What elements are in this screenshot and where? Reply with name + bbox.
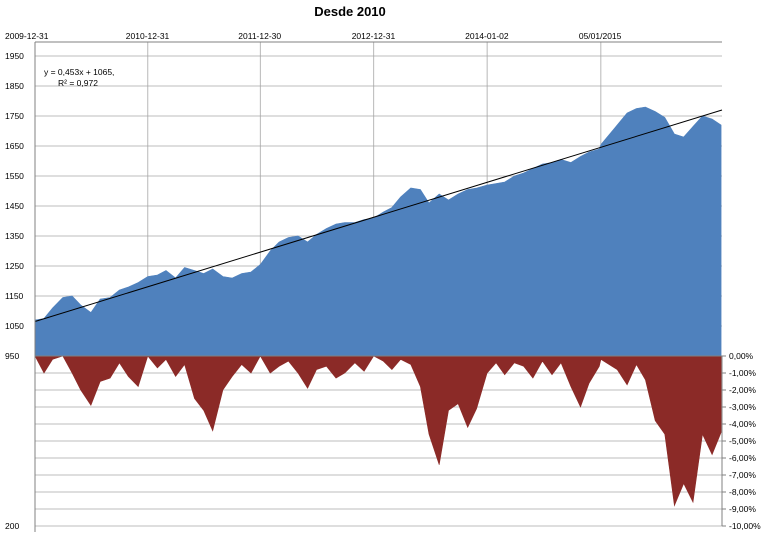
trendline: [34, 109, 723, 322]
y-tick-label-left: 1850: [5, 81, 24, 91]
y-tick-label-left: 950: [5, 351, 19, 361]
y-tick-label-right: -2,00%: [729, 385, 756, 395]
x-tick-label-top: 2009-12-31: [5, 31, 49, 41]
chart-title: Desde 2010: [314, 4, 386, 19]
y-tick-label-left: 1150: [5, 291, 24, 301]
y-tick-label-right: -10,00%: [729, 521, 761, 531]
y-tick-label-left: 1750: [5, 111, 24, 121]
y-tick-label-left: 1350: [5, 231, 24, 241]
price-area: [34, 106, 722, 357]
y-tick-label-right: -1,00%: [729, 368, 756, 378]
y-tick-label-left: 1050: [5, 321, 24, 331]
tick-labels: 200 950 1050 1150 1250 1350 1450 1550 1650 1750 18…: [5, 31, 761, 531]
y-tick-label-right: 0,00%: [729, 351, 754, 361]
y-tick-label-left: 200: [5, 521, 19, 531]
y-tick-label-right: -6,00%: [729, 453, 756, 463]
y-tick-label-right: -4,00%: [729, 419, 756, 429]
y-tick-label-left: 1950: [5, 51, 24, 61]
x-tick-label-top: 2011-12-30: [238, 31, 281, 41]
x-tick-label-top: 05/01/2015: [579, 31, 622, 41]
y-tick-label-right: -8,00%: [729, 487, 756, 497]
drawdown-area: [34, 355, 722, 507]
y-tick-label-left: 1450: [5, 201, 24, 211]
trendline-equation: y = 0,453x + 1065,: [44, 67, 114, 77]
trendline-annotation: y = 0,453x + 1065, R² = 0,972: [44, 67, 114, 88]
plot-areas: [34, 106, 723, 507]
y-tick-label-left: 1250: [5, 261, 24, 271]
y-tick-label-left: 1550: [5, 171, 24, 181]
trendline-r-squared: R² = 0,972: [58, 78, 98, 88]
y-tick-label-right: -3,00%: [729, 402, 756, 412]
y-tick-label-right: -7,00%: [729, 470, 756, 480]
y-tick-label-left: 1650: [5, 141, 24, 151]
x-tick-label-top: 2014-01-02: [465, 31, 509, 41]
axes: [34, 41, 726, 532]
y-tick-label-right: -5,00%: [729, 436, 756, 446]
x-tick-label-top: 2012-12-31: [352, 31, 396, 41]
y-tick-label-right: -9,00%: [729, 504, 756, 514]
x-tick-label-top: 2010-12-31: [126, 31, 170, 41]
